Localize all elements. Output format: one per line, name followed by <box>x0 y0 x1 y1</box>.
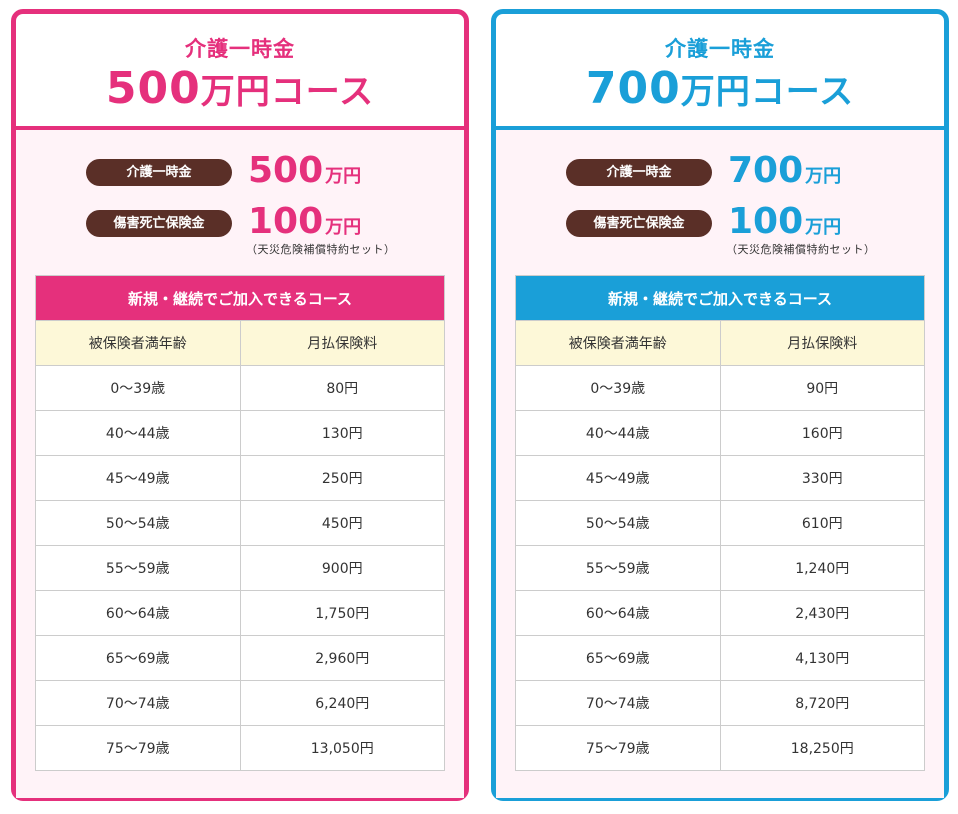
age-range-cell: 40～44歳 <box>35 410 241 456</box>
age-range-cell: 50～54歳 <box>35 500 241 546</box>
column-header-premium: 月払保険料 <box>239 320 445 366</box>
age-range-cell: 50～54歳 <box>515 500 721 546</box>
course-subtitle: 介護一時金 <box>665 37 775 61</box>
benefit-label: 傷害死亡保険金 <box>566 210 712 237</box>
age-range-cell: 75～79歳 <box>515 725 721 771</box>
table-row: 60～64歳 1,750円 <box>35 590 445 636</box>
premium-cell: 13,050円 <box>239 725 445 771</box>
premium-cell: 330円 <box>719 455 925 501</box>
table-row: 75～79歳 18,250円 <box>515 725 925 771</box>
premium-cell: 8,720円 <box>719 680 925 726</box>
premium-table: 新規・継続でご加入できるコース 被保険者満年齢 月払保険料 0～39歳 90円 … <box>515 275 925 771</box>
rider-note: （天災危険補償特約セット） <box>246 243 396 256</box>
table-row: 45～49歳 250円 <box>35 455 445 501</box>
course-subtitle: 介護一時金 <box>185 37 295 61</box>
premium-cell: 18,250円 <box>719 725 925 771</box>
course-title-unit: 万円コース <box>680 72 855 112</box>
premium-table: 新規・継続でご加入できるコース 被保険者満年齢 月払保険料 0～39歳 80円 … <box>35 275 445 771</box>
age-range-cell: 60～64歳 <box>515 590 721 636</box>
course-body: 介護一時金 700 万円 傷害死亡保険金 100 万円 （天災危険補償特約セット） … <box>496 130 944 798</box>
benefit-label: 介護一時金 <box>566 159 712 186</box>
age-range-cell: 45～49歳 <box>515 455 721 501</box>
age-range-cell: 0～39歳 <box>35 365 241 411</box>
age-range-cell: 65～69歳 <box>35 635 241 681</box>
benefit-amount-value: 100 <box>248 201 324 242</box>
table-row: 50～54歳 610円 <box>515 500 925 546</box>
course-title: 700万円コース <box>496 66 944 121</box>
age-range-cell: 65～69歳 <box>515 635 721 681</box>
table-row: 75～79歳 13,050円 <box>35 725 445 771</box>
benefit-amount: 500 万円 <box>248 150 361 198</box>
table-row: 40～44歳 130円 <box>35 410 445 456</box>
course-body: 介護一時金 500 万円 傷害死亡保険金 100 万円 （天災危険補償特約セット） … <box>16 130 464 798</box>
premium-table-title: 新規・継続でご加入できるコース <box>35 275 445 321</box>
benefit-label: 介護一時金 <box>86 159 232 186</box>
benefit-amount-value: 700 <box>728 150 804 191</box>
benefit-label: 傷害死亡保険金 <box>86 210 232 237</box>
table-row: 65～69歳 4,130円 <box>515 635 925 681</box>
premium-cell: 4,130円 <box>719 635 925 681</box>
premium-cell: 6,240円 <box>239 680 445 726</box>
premium-cell: 1,240円 <box>719 545 925 591</box>
table-row: 60～64歳 2,430円 <box>515 590 925 636</box>
age-range-cell: 45～49歳 <box>35 455 241 501</box>
age-range-cell: 40～44歳 <box>515 410 721 456</box>
course-header: 介護一時金 700万円コース <box>496 14 944 130</box>
course-title-amount: 500 <box>105 63 201 114</box>
column-header-age: 被保険者満年齢 <box>35 320 241 366</box>
benefit-amount-unit: 万円 <box>325 217 362 238</box>
benefit-amount-value: 500 <box>248 150 324 191</box>
premium-cell: 1,750円 <box>239 590 445 636</box>
table-row: 45～49歳 330円 <box>515 455 925 501</box>
column-header-age: 被保険者満年齢 <box>515 320 721 366</box>
benefit-amount: 700 万円 <box>728 150 841 198</box>
table-row: 40～44歳 160円 <box>515 410 925 456</box>
course-title-amount: 700 <box>585 63 681 114</box>
premium-cell: 80円 <box>239 365 445 411</box>
benefit-amount-unit: 万円 <box>805 166 842 187</box>
course-card: 介護一時金 500万円コース 介護一時金 500 万円 傷害死亡保険金 100 万円… <box>11 9 469 801</box>
premium-cell: 900円 <box>239 545 445 591</box>
rider-note: （天災危険補償特約セット） <box>726 243 876 256</box>
benefit-amount: 100 万円 <box>248 201 361 249</box>
premium-cell: 450円 <box>239 500 445 546</box>
table-row: 55～59歳 1,240円 <box>515 545 925 591</box>
course-title: 500万円コース <box>16 66 464 121</box>
table-row: 55～59歳 900円 <box>35 545 445 591</box>
course-title-unit: 万円コース <box>200 72 375 112</box>
course-header: 介護一時金 500万円コース <box>16 14 464 130</box>
age-range-cell: 60～64歳 <box>35 590 241 636</box>
premium-cell: 2,430円 <box>719 590 925 636</box>
table-row: 50～54歳 450円 <box>35 500 445 546</box>
age-range-cell: 55～59歳 <box>515 545 721 591</box>
benefit-amount: 100 万円 <box>728 201 841 249</box>
age-range-cell: 0～39歳 <box>515 365 721 411</box>
table-row: 70～74歳 6,240円 <box>35 680 445 726</box>
benefit-row: 介護一時金 700 万円 <box>496 150 944 191</box>
course-card: 介護一時金 700万円コース 介護一時金 700 万円 傷害死亡保険金 100 万円… <box>491 9 949 801</box>
age-range-cell: 75～79歳 <box>35 725 241 771</box>
table-row: 65～69歳 2,960円 <box>35 635 445 681</box>
table-row: 70～74歳 8,720円 <box>515 680 925 726</box>
table-row: 0～39歳 90円 <box>515 365 925 411</box>
premium-table-title: 新規・継続でご加入できるコース <box>515 275 925 321</box>
premium-cell: 90円 <box>719 365 925 411</box>
age-range-cell: 70～74歳 <box>515 680 721 726</box>
benefit-row: 傷害死亡保険金 100 万円 <box>16 201 464 242</box>
benefit-amount-unit: 万円 <box>805 217 842 238</box>
premium-cell: 610円 <box>719 500 925 546</box>
benefit-amount-unit: 万円 <box>325 166 362 187</box>
premium-cell: 160円 <box>719 410 925 456</box>
age-range-cell: 70～74歳 <box>35 680 241 726</box>
age-range-cell: 55～59歳 <box>35 545 241 591</box>
benefit-amount-value: 100 <box>728 201 804 242</box>
column-header-premium: 月払保険料 <box>719 320 925 366</box>
table-row: 0～39歳 80円 <box>35 365 445 411</box>
premium-cell: 130円 <box>239 410 445 456</box>
premium-cell: 250円 <box>239 455 445 501</box>
premium-cell: 2,960円 <box>239 635 445 681</box>
benefit-row: 傷害死亡保険金 100 万円 <box>496 201 944 242</box>
benefit-row: 介護一時金 500 万円 <box>16 150 464 191</box>
